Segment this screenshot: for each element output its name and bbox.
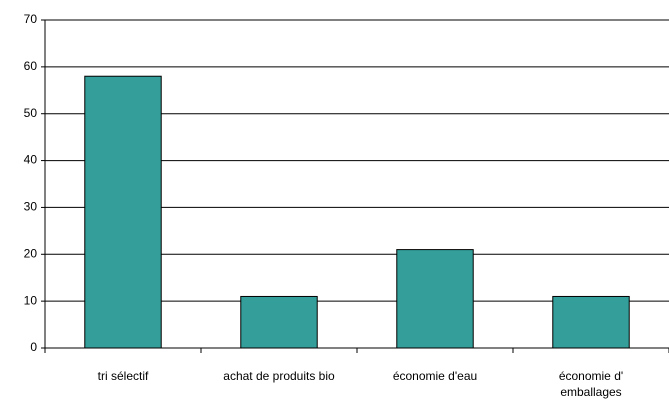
bar	[396, 249, 474, 349]
x-tick-label: économie d' emballages	[558, 369, 624, 399]
x-tick-label: tri sélectif	[97, 369, 149, 383]
y-tick-label: 10	[24, 293, 38, 307]
y-tick-label: 40	[24, 153, 38, 167]
y-tick-label: 20	[24, 246, 38, 260]
y-tick-label: 50	[24, 106, 38, 120]
bar	[552, 295, 630, 349]
bar	[240, 295, 318, 349]
y-tick-label: 0	[30, 340, 37, 354]
y-tick-label: 30	[24, 200, 38, 214]
x-tick-label: économie d'eau	[392, 369, 478, 383]
x-tick-label: achat de produits bio	[223, 369, 335, 383]
y-tick-label: 60	[24, 59, 38, 73]
bar	[84, 75, 162, 349]
y-tick-label: 70	[24, 12, 38, 26]
